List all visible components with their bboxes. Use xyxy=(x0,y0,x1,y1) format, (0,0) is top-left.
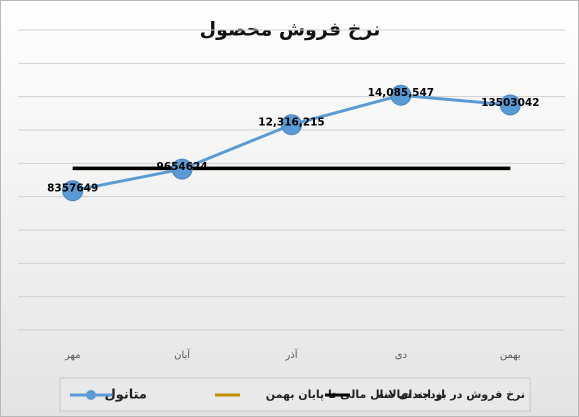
x-tick-label: دی xyxy=(395,350,407,361)
data-label: 13503042 xyxy=(481,97,539,109)
data-label: 12,316,215 xyxy=(258,117,324,129)
x-tick-label: مهر xyxy=(64,350,80,361)
legend-marker xyxy=(86,390,96,400)
x-tick-label: بهمن xyxy=(500,350,521,361)
point xyxy=(390,84,412,106)
point xyxy=(171,158,193,180)
legend-label: نرخ فروش در بودجه سالانه xyxy=(378,388,525,401)
point xyxy=(62,180,84,202)
data-label: 14,085,547 xyxy=(368,87,434,99)
legend-label: متانول xyxy=(104,388,147,403)
data-label: 8357649 xyxy=(47,183,98,195)
point xyxy=(499,94,521,116)
data-label: 9654624 xyxy=(157,161,208,173)
legend xyxy=(59,377,531,412)
x-tick-label: آبان xyxy=(174,348,191,361)
legend-label: از ابتدای سال مالی تا پایان بهمن xyxy=(266,388,445,401)
x-tick-label: آذر xyxy=(284,348,298,361)
point xyxy=(281,114,302,136)
